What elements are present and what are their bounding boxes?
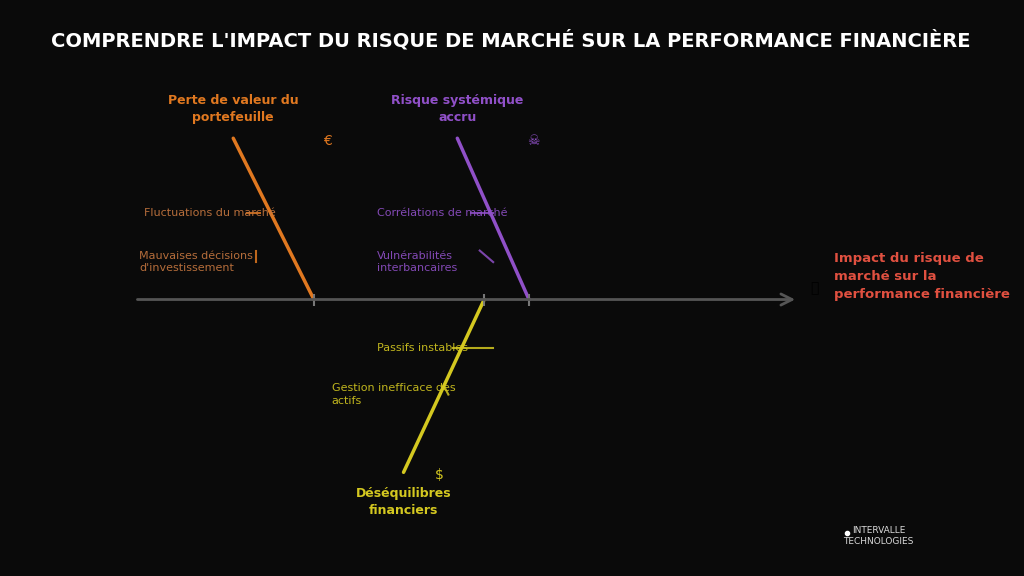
Text: €: € bbox=[323, 134, 332, 148]
Text: INTERVALLE
TECHNOLOGIES: INTERVALLE TECHNOLOGIES bbox=[844, 526, 913, 545]
Text: Mauvaises décisions
d'investissement: Mauvaises décisions d'investissement bbox=[139, 251, 253, 273]
Text: ☠: ☠ bbox=[527, 134, 540, 148]
Text: Corrélations de marché: Corrélations de marché bbox=[377, 208, 507, 218]
Text: Gestion inefficace des
actifs: Gestion inefficace des actifs bbox=[332, 384, 456, 406]
Text: Vulnérabilités
interbancaires: Vulnérabilités interbancaires bbox=[377, 251, 457, 273]
Text: Déséquilibres
financiers: Déséquilibres financiers bbox=[355, 487, 452, 517]
Text: $: $ bbox=[435, 468, 443, 482]
Text: Passifs instables: Passifs instables bbox=[377, 343, 468, 354]
Text: 📉: 📉 bbox=[810, 281, 818, 295]
Text: Fluctuations du marché: Fluctuations du marché bbox=[143, 208, 275, 218]
Text: Risque systémique
accru: Risque systémique accru bbox=[391, 94, 523, 124]
Text: COMPRENDRE L'IMPACT DU RISQUE DE MARCHÉ SUR LA PERFORMANCE FINANCIÈRE: COMPRENDRE L'IMPACT DU RISQUE DE MARCHÉ … bbox=[51, 30, 971, 51]
Text: Perte de valeur du
portefeuille: Perte de valeur du portefeuille bbox=[168, 94, 299, 124]
Text: Impact du risque de
marché sur la
performance financière: Impact du risque de marché sur la perfor… bbox=[834, 252, 1010, 301]
